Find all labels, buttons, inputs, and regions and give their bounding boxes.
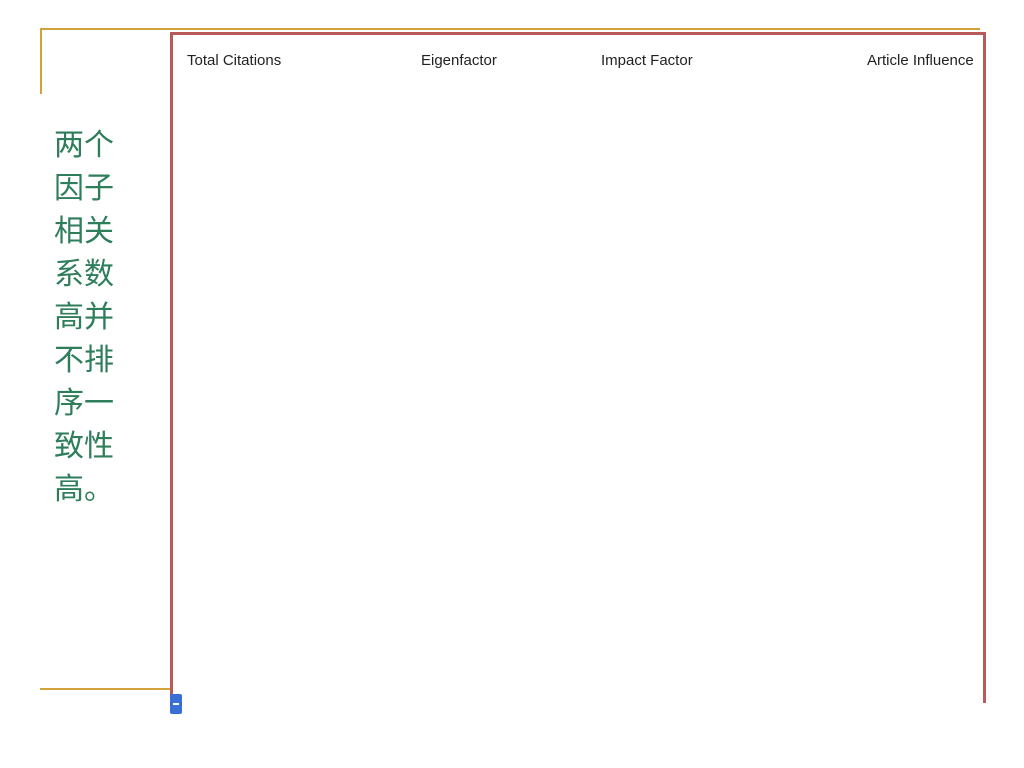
column-heading-3: Impact Factor: [601, 52, 693, 69]
bump-chart: Total Citations Eigenfactor Impact Factor A…: [187, 52, 974, 69]
column-heading-4: Article Influence: [867, 52, 974, 69]
slide-caption: 两个因子相关系数高并不排序一致性高。: [54, 128, 114, 507]
slide-bottom-rule: [40, 688, 180, 690]
column-heading-2: Eigenfactor: [421, 52, 497, 69]
bump-chart-frame: Total Citations Eigenfactor Impact Factor A…: [170, 32, 986, 703]
scroll-handle[interactable]: [170, 694, 182, 714]
slide-left-rule: [40, 28, 42, 94]
column-heading-1: Total Citations: [187, 52, 281, 69]
slide-top-rule: [40, 28, 980, 30]
